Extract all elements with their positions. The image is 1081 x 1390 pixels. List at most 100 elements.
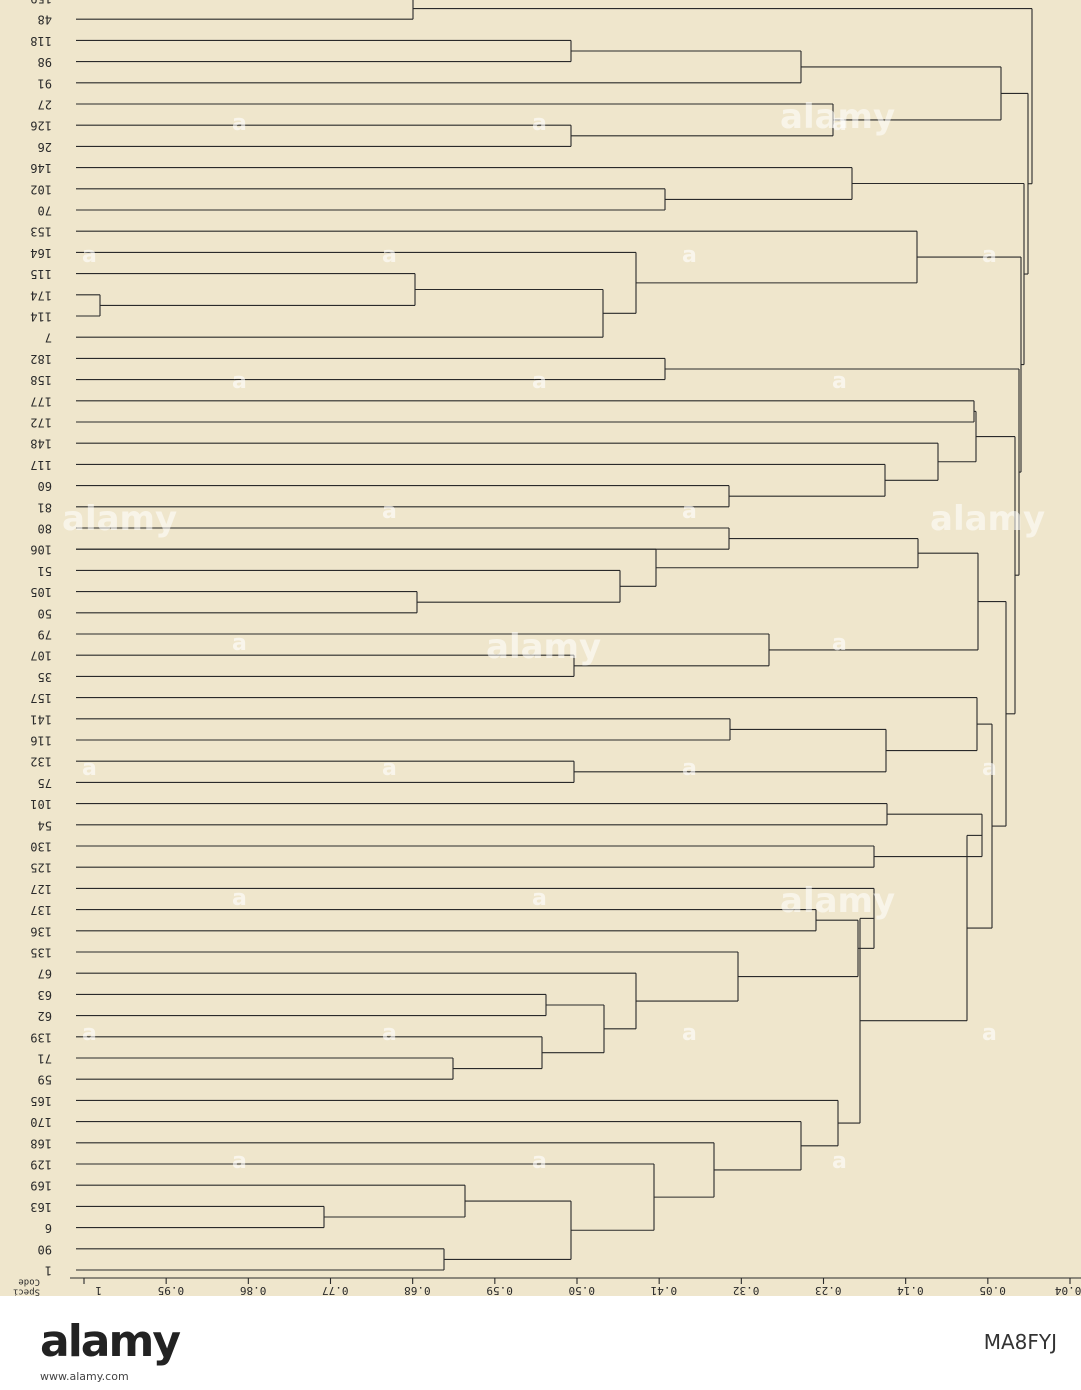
leaf-label: 81 — [38, 500, 52, 514]
axis-tick-label: 1 — [95, 1284, 102, 1296]
leaf-label: 50 — [38, 606, 52, 620]
leaf-label: 6 — [45, 1221, 52, 1235]
dendrogram-scan: 1594811898912712626146102701531641151741… — [0, 0, 1081, 1296]
leaf-label: 98 — [38, 55, 52, 69]
image-id: MA8FYJ — [983, 1330, 1057, 1354]
leaf-label: 148 — [30, 437, 52, 451]
leaf-label: 60 — [38, 479, 52, 493]
watermark-footer: alamy www.alamy.com MA8FYJ — [0, 1296, 1081, 1390]
alamy-logo: alamy — [40, 1316, 181, 1367]
axis-corner-label: Code — [18, 1277, 40, 1287]
axis-tick-label: -0.04 — [1055, 1284, 1081, 1296]
axis-corner-label: Speci — [13, 1287, 40, 1297]
leaf-label: 129 — [30, 1158, 52, 1172]
leaf-label: 107 — [30, 649, 52, 663]
axis-tick-label: 0.41 — [651, 1284, 678, 1296]
watermark-text: alamy — [62, 499, 177, 539]
leaf-label: 159 — [30, 0, 52, 6]
axis-tick-label: 0.32 — [733, 1284, 760, 1296]
watermark-mark: a — [682, 1021, 697, 1046]
leaf-label: 132 — [30, 755, 52, 769]
leaf-label: 80 — [38, 522, 52, 536]
leaf-label: 54 — [38, 818, 52, 832]
axis-tick-label: 0.59 — [486, 1284, 513, 1296]
leaf-label: 163 — [30, 1200, 52, 1214]
watermark-mark: a — [382, 499, 397, 524]
watermark-mark: a — [532, 1149, 547, 1174]
leaf-label: 26 — [38, 140, 52, 154]
leaf-label: 174 — [30, 288, 52, 302]
watermark-mark: a — [382, 1021, 397, 1046]
axis-tick-label: 0.68 — [404, 1284, 431, 1296]
leaf-label: 105 — [30, 585, 52, 599]
leaf-label: 1 — [45, 1264, 52, 1278]
watermark-mark: a — [532, 111, 547, 136]
axis-tick-label: 0.23 — [815, 1284, 842, 1296]
leaf-label: 164 — [30, 246, 52, 260]
axis-tick-label: 0.77 — [322, 1284, 349, 1296]
leaf-label: 177 — [30, 394, 52, 408]
leaf-label: 91 — [38, 76, 52, 90]
leaf-label: 90 — [38, 1242, 52, 1256]
axis-tick-label: 0.86 — [240, 1284, 267, 1296]
leaf-label: 182 — [30, 352, 52, 366]
alamy-url: www.alamy.com — [40, 1370, 129, 1383]
leaf-label: 135 — [30, 946, 52, 960]
leaf-label: 170 — [30, 1115, 52, 1129]
leaf-label: 101 — [30, 797, 52, 811]
leaf-label: 35 — [38, 670, 52, 684]
leaf-label: 106 — [30, 543, 52, 557]
leaf-label: 51 — [38, 564, 52, 578]
leaf-label: 126 — [30, 119, 52, 133]
watermark-mark: a — [82, 756, 97, 781]
leaf-label: 136 — [30, 924, 52, 938]
leaf-label: 48 — [38, 13, 52, 27]
leaf-label: 116 — [30, 734, 52, 748]
watermark-text: alamy — [780, 97, 895, 137]
watermark-mark: a — [682, 243, 697, 268]
watermark-mark: a — [832, 111, 847, 136]
leaf-label: 7 — [45, 331, 52, 345]
leaf-label: 153 — [30, 225, 52, 239]
leaf-label: 117 — [30, 458, 52, 472]
watermark-mark: a — [532, 886, 547, 911]
leaf-label: 59 — [38, 1073, 52, 1087]
axis-tick-label: 0.50 — [569, 1284, 596, 1296]
leaf-label: 168 — [30, 1136, 52, 1150]
watermark-text: alamy — [486, 627, 601, 667]
watermark-mark: a — [232, 369, 247, 394]
leaf-label: 115 — [30, 267, 52, 281]
leaf-label: 146 — [30, 161, 52, 175]
leaf-label: 118 — [30, 34, 52, 48]
watermark-mark: a — [832, 369, 847, 394]
axis-tick-label: 0.14 — [897, 1284, 924, 1296]
watermark-mark: a — [832, 631, 847, 656]
leaf-label: 70 — [38, 204, 52, 218]
watermark-mark: a — [982, 243, 997, 268]
leaf-label: 139 — [30, 1030, 52, 1044]
leaf-label: 157 — [30, 691, 52, 705]
watermark-mark: a — [982, 756, 997, 781]
leaf-label: 114 — [30, 310, 52, 324]
leaf-label: 125 — [30, 861, 52, 875]
leaf-label: 141 — [30, 712, 52, 726]
axis-tick-label: 0.95 — [158, 1284, 185, 1296]
watermark-mark: a — [532, 369, 547, 394]
leaf-label: 102 — [30, 182, 52, 196]
watermark-text: alamy — [780, 881, 895, 921]
leaf-label: 67 — [38, 967, 52, 981]
watermark-mark: a — [82, 1021, 97, 1046]
watermark-mark: a — [82, 243, 97, 268]
watermark-mark: a — [682, 499, 697, 524]
watermark-mark: a — [232, 631, 247, 656]
leaf-label: 172 — [30, 416, 52, 430]
watermark-mark: a — [232, 886, 247, 911]
leaf-label: 63 — [38, 988, 52, 1002]
leaf-label: 79 — [38, 628, 52, 642]
watermark-text: alamy — [930, 499, 1045, 539]
watermark-mark: a — [982, 1021, 997, 1046]
leaf-label: 158 — [30, 373, 52, 387]
leaf-label: 27 — [38, 98, 52, 112]
dendrogram: 1594811898912712626146102701531641151741… — [13, 0, 1081, 1297]
leaf-label: 71 — [38, 1052, 52, 1066]
